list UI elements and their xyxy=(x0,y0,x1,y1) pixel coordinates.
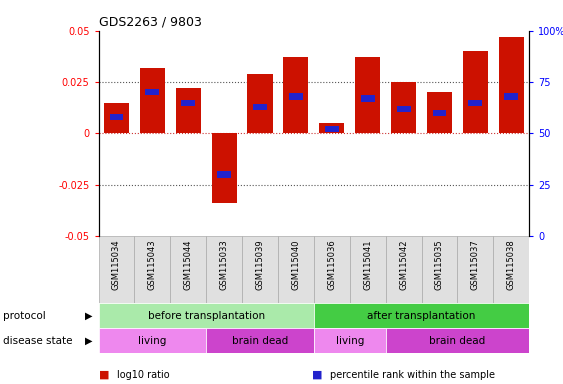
Bar xyxy=(499,37,524,134)
Bar xyxy=(457,236,493,303)
Bar xyxy=(397,106,410,112)
Text: living: living xyxy=(138,336,167,346)
Text: GSM115043: GSM115043 xyxy=(148,240,157,290)
Bar xyxy=(314,236,350,303)
Text: ▶: ▶ xyxy=(86,336,93,346)
Bar xyxy=(99,236,135,303)
Bar xyxy=(386,328,529,353)
Text: GDS2263 / 9803: GDS2263 / 9803 xyxy=(99,15,202,28)
Bar xyxy=(206,236,242,303)
Text: before transplantation: before transplantation xyxy=(148,311,265,321)
Text: GSM115044: GSM115044 xyxy=(184,240,193,290)
Bar xyxy=(110,114,123,120)
Text: GSM115038: GSM115038 xyxy=(507,240,516,290)
Text: living: living xyxy=(336,336,364,346)
Bar xyxy=(422,236,457,303)
Bar xyxy=(99,328,206,353)
Bar xyxy=(206,328,314,353)
Bar xyxy=(468,99,482,106)
Bar xyxy=(145,89,159,96)
Bar xyxy=(289,93,303,99)
Bar xyxy=(314,328,386,353)
Text: disease state: disease state xyxy=(3,336,72,346)
Bar xyxy=(355,58,380,134)
Bar xyxy=(391,82,416,134)
Bar xyxy=(350,236,386,303)
Bar xyxy=(319,123,345,134)
Bar xyxy=(99,303,314,328)
Bar xyxy=(181,99,195,106)
Bar xyxy=(463,51,488,134)
Bar xyxy=(361,96,374,102)
Text: percentile rank within the sample: percentile rank within the sample xyxy=(330,370,495,380)
Bar xyxy=(242,236,278,303)
Text: ■: ■ xyxy=(312,370,323,380)
Text: GSM115040: GSM115040 xyxy=(292,240,301,290)
Text: GSM115034: GSM115034 xyxy=(112,240,121,290)
Text: GSM115035: GSM115035 xyxy=(435,240,444,290)
Bar xyxy=(104,103,129,134)
Text: GSM115037: GSM115037 xyxy=(471,240,480,290)
Text: GSM115041: GSM115041 xyxy=(363,240,372,290)
Bar xyxy=(140,68,165,134)
Bar xyxy=(217,171,231,178)
Text: GSM115042: GSM115042 xyxy=(399,240,408,290)
Bar xyxy=(314,303,529,328)
Bar xyxy=(278,236,314,303)
Text: brain dead: brain dead xyxy=(430,336,485,346)
Text: ▶: ▶ xyxy=(86,311,93,321)
Text: after transplantation: after transplantation xyxy=(368,311,476,321)
Text: GSM115033: GSM115033 xyxy=(220,240,229,290)
Bar xyxy=(504,93,518,99)
Text: brain dead: brain dead xyxy=(232,336,288,346)
Bar xyxy=(212,134,236,203)
Bar xyxy=(253,104,267,110)
Text: log10 ratio: log10 ratio xyxy=(117,370,169,380)
Bar xyxy=(135,236,170,303)
Bar xyxy=(432,110,446,116)
Bar xyxy=(170,236,206,303)
Bar xyxy=(248,74,272,134)
Bar xyxy=(325,126,339,132)
Bar xyxy=(176,88,201,134)
Text: ■: ■ xyxy=(99,370,109,380)
Text: GSM115036: GSM115036 xyxy=(327,240,336,290)
Text: protocol: protocol xyxy=(3,311,46,321)
Bar xyxy=(283,58,309,134)
Bar xyxy=(386,236,422,303)
Bar xyxy=(493,236,529,303)
Bar xyxy=(427,92,452,134)
Text: GSM115039: GSM115039 xyxy=(256,240,265,290)
